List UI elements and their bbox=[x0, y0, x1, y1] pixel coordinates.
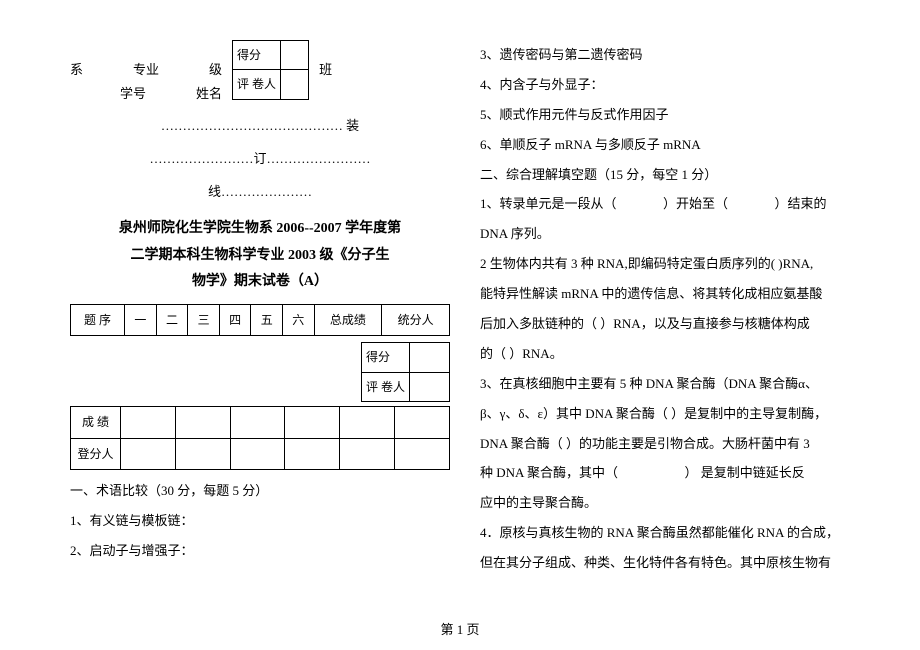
s2-q3d: 种 DNA 聚合酶，其中（ bbox=[480, 465, 618, 480]
s2-q2d: 的（ ）RNA。 bbox=[480, 339, 860, 369]
mt-h7: 六 bbox=[283, 304, 315, 335]
title-l1: 泉州师院化生学院生物系 2006--2007 学年度第 bbox=[70, 216, 450, 243]
mt-h4: 三 bbox=[188, 304, 220, 335]
st-reviewer: 评 卷人 bbox=[361, 372, 409, 401]
s1-q4: 4、内含子与外显子： bbox=[480, 70, 860, 100]
s2-q2c: 后加入多肽链种的（ ）RNA，以及与直接参与核糖体构成 bbox=[480, 309, 860, 339]
s2-title: 二、综合理解填空题（15 分，每空 1 分） bbox=[480, 160, 860, 190]
bind-line1: …………………………………… bbox=[161, 118, 343, 133]
s2-q3b: β、γ、δ、ε）其中 DNA 聚合酶（ ）是复制中的主导复制酶， bbox=[480, 399, 860, 429]
mt-h2: 一 bbox=[125, 304, 157, 335]
s2-q2b: 能特异性解读 mRNA 中的遗传信息、将其转化成相应氨基酸 bbox=[480, 279, 860, 309]
score-table: 得分 评 卷人 bbox=[361, 342, 450, 402]
bottom-score-table: 成 绩 登分人 bbox=[70, 406, 450, 470]
bind-line2: ……………………订…………………… bbox=[70, 145, 450, 174]
bind-word1: 装 bbox=[346, 118, 359, 133]
s2-q3f: 应中的主导聚合酶。 bbox=[480, 488, 860, 518]
mt-h3: 二 bbox=[156, 304, 188, 335]
st-score: 得分 bbox=[361, 343, 409, 372]
s1-q1: 1、有义链与模板链： bbox=[70, 506, 450, 536]
bt-score: 成 绩 bbox=[71, 407, 121, 438]
s2-q3c: DNA 聚合酶（ ）的功能主要是引物合成。大肠杆菌中有 3 bbox=[480, 429, 860, 459]
s2-q3a: 3、在真核细胞中主要有 5 种 DNA 聚合酶（DNA 聚合酶α、 bbox=[480, 369, 860, 399]
title-l3: 物学》期末试卷（A） bbox=[70, 269, 450, 296]
bind-line3: 线………………… bbox=[70, 178, 450, 207]
s2-q1c: ）结束的 bbox=[775, 196, 827, 211]
reviewer-cell: 评 卷人 bbox=[233, 70, 281, 99]
score-cell: 得分 bbox=[233, 41, 281, 70]
s1-title: 一、术语比较（30 分，每题 5 分） bbox=[70, 476, 450, 506]
s2-q1d: DNA 序列。 bbox=[480, 219, 860, 249]
mt-h9: 统分人 bbox=[382, 304, 450, 335]
page-footer: 第 1 页 bbox=[0, 619, 920, 638]
mt-h5: 四 bbox=[219, 304, 251, 335]
dept-label: 系 bbox=[70, 56, 83, 85]
s1-q5: 5、顺式作用元件与反式作用因子 bbox=[480, 100, 860, 130]
s1-q2: 2、启动子与增强子： bbox=[70, 536, 450, 566]
mt-h8: 总成绩 bbox=[314, 304, 382, 335]
title-l2: 二学期本科生物科学专业 2003 级《分子生 bbox=[70, 243, 450, 270]
name-label: 姓名 bbox=[196, 80, 222, 109]
class-label: 班 bbox=[319, 56, 332, 85]
s1-q3: 3、遗传密码与第二遗传密码 bbox=[480, 40, 860, 70]
s2-q2a: 2 生物体内共有 3 种 RNA,即编码特定蛋白质序列的( )RNA, bbox=[480, 249, 860, 279]
s2-q3e: ） 是复制中链延长反 bbox=[684, 465, 804, 480]
s1-q6: 6、单顺反子 mRNA 与多顺反子 mRNA bbox=[480, 130, 860, 160]
mt-h6: 五 bbox=[251, 304, 283, 335]
s2-q4b: 但在其分子组成、种类、生化特件各有特色。其中原核生物有 bbox=[480, 548, 860, 578]
s2-q1b: ）开始至（ bbox=[663, 196, 728, 211]
s2-q4a: 4．原核与真核生物的 RNA 聚合酶虽然都能催化 RNA 的合成， bbox=[480, 518, 860, 548]
s2-q1a: 1、转录单元是一段从（ bbox=[480, 196, 617, 211]
exam-title: 泉州师院化生学院生物系 2006--2007 学年度第 二学期本科生物科学专业 … bbox=[70, 216, 450, 296]
bt-signer: 登分人 bbox=[71, 438, 121, 469]
score-mini-table: 得分 评 卷人 bbox=[232, 40, 309, 100]
studentid-label: 学号 bbox=[120, 80, 146, 109]
mt-h1: 题 序 bbox=[71, 304, 125, 335]
question-index-table: 题 序 一 二 三 四 五 六 总成绩 统分人 bbox=[70, 304, 450, 336]
